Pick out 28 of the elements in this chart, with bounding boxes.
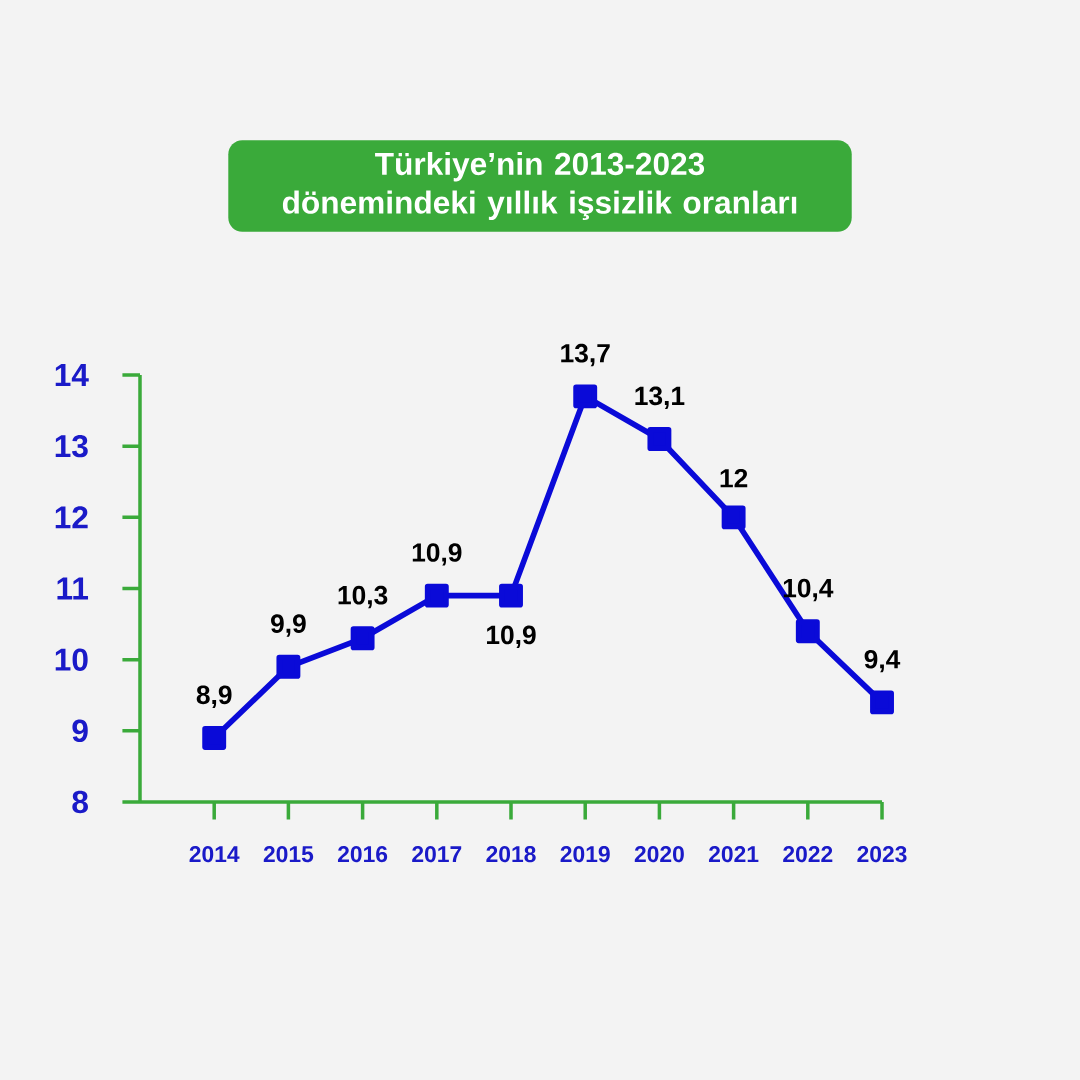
data-label: 13,1 [635, 386, 685, 410]
y-tick-label: 10 [55, 648, 88, 671]
x-tick-label: 2020 [634, 846, 684, 863]
x-tick-label: 2019 [560, 846, 610, 863]
x-tick-label: 2017 [412, 846, 462, 863]
y-tick-label: 8 [72, 790, 88, 814]
x-tick-label: 2023 [857, 846, 907, 863]
data-label: 9,4 [864, 649, 901, 673]
x-tick-label: 2015 [263, 846, 314, 863]
chart-title: Türkiye’nin 2013-2023 dönemindeki yıllık işsizlik oranları [282, 151, 797, 221]
y-tick-label: 12 [55, 506, 88, 529]
x-tick-label: 2016 [337, 846, 388, 863]
data-label: 10,9 [487, 625, 536, 649]
y-tick-label: 14 [55, 364, 89, 386]
x-tick-label: 2022 [783, 846, 833, 863]
data-label: 10,9 [412, 543, 462, 566]
x-tick-label: 2021 [708, 846, 759, 863]
x-tick-label: 2014 [189, 846, 240, 863]
x-tick-label: 2018 [486, 846, 536, 863]
data-label: 12 [720, 468, 748, 488]
data-label: 9,9 [271, 614, 306, 637]
y-tick-label: 13 [55, 434, 88, 458]
data-label: 10,4 [783, 578, 834, 602]
data-label: 8,9 [196, 685, 232, 708]
y-tick-label: 9 [72, 719, 88, 743]
data-label: 13,7 [561, 343, 610, 367]
y-tick-label: 11 [57, 577, 89, 600]
data-label: 10,3 [338, 585, 388, 609]
